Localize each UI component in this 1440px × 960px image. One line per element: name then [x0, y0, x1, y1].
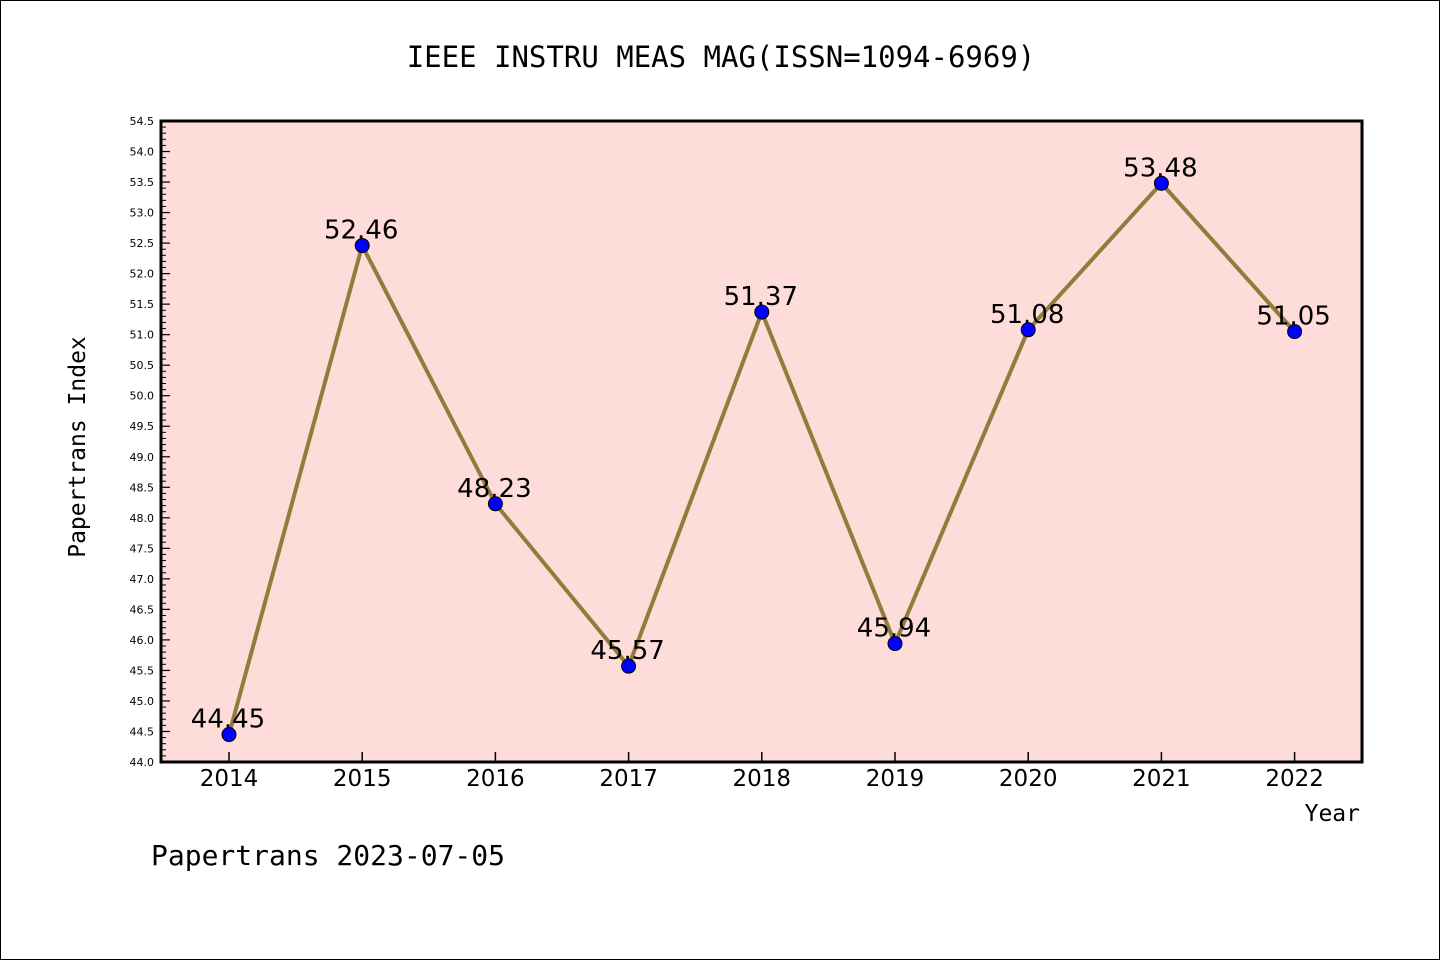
data-point-2014 — [221, 727, 237, 743]
y-tick-label: 51.0 — [130, 329, 155, 342]
y-tick-label: 44.0 — [130, 756, 155, 769]
data-point-2022 — [1287, 324, 1303, 340]
data-point-2016 — [487, 496, 503, 512]
y-tick-label: 44.5 — [130, 725, 155, 738]
y-tick-label: 45.5 — [130, 664, 155, 677]
x-tick-label: 2022 — [1265, 766, 1324, 792]
footer-text: Papertrans 2023-07-05 — [151, 839, 505, 872]
y-tick-label: 48.0 — [130, 512, 155, 525]
data-label-2020: 51.08 — [990, 300, 1064, 330]
data-label-2014: 44.45 — [191, 705, 265, 735]
y-tick-label: 50.5 — [130, 359, 155, 372]
data-label-2015: 52.46 — [324, 216, 398, 246]
y-tick-label: 52.0 — [130, 268, 155, 281]
y-axis: 44.0 44.5 45.0 45.5 46.0 46.5 47.0 47.5 48.0 48.5… — [130, 115, 170, 769]
y-tick-label: 45.0 — [130, 695, 155, 708]
data-point-2019 — [887, 636, 903, 652]
y-tick-label: 49.0 — [130, 451, 155, 464]
data-point-2021 — [1153, 175, 1169, 191]
y-tick-label: 53.0 — [130, 207, 155, 220]
data-point-2017 — [621, 658, 637, 674]
y-tick-label: 48.5 — [130, 481, 155, 494]
data-label-2019: 45.94 — [857, 614, 931, 644]
data-point-2018 — [754, 304, 770, 320]
x-tick-label: 2015 — [333, 766, 392, 792]
y-tick-label: 47.0 — [130, 573, 155, 586]
y-tick-label: 50.0 — [130, 390, 155, 403]
data-label-2017: 45.57 — [590, 636, 664, 666]
y-tick-label: 49.5 — [130, 420, 155, 433]
plot-area — [161, 121, 1362, 762]
y-tick-label: 47.5 — [130, 542, 155, 555]
x-tick-label: 2020 — [999, 766, 1058, 792]
data-label-2016: 48.23 — [457, 474, 531, 504]
y-tick-label: 46.0 — [130, 634, 155, 647]
y-tick-label: 54.5 — [130, 115, 155, 128]
chart-title: IEEE INSTRU MEAS MAG(ISSN=1094-6969) — [407, 40, 1036, 74]
x-tick-label: 2019 — [866, 766, 925, 792]
x-tick-label: 2017 — [599, 766, 658, 792]
data-label-2021: 53.48 — [1123, 153, 1197, 183]
series-markers — [221, 175, 1303, 743]
x-tick-label: 2018 — [733, 766, 792, 792]
y-tick-label: 54.0 — [130, 146, 155, 159]
data-label-2018: 51.37 — [724, 282, 798, 312]
y-tick-label: 46.5 — [130, 603, 155, 616]
x-tick-label: 2016 — [466, 766, 525, 792]
data-point-2015 — [354, 238, 370, 254]
data-point-2020 — [1020, 322, 1036, 338]
data-labels: 44.45 52.46 48.23 45.57 51.37 45.94 51.08 53.48… — [191, 153, 1331, 734]
y-tick-label: 51.5 — [130, 298, 155, 311]
y-axis-title: Papertrans Index — [65, 336, 91, 558]
x-axis-title: Year — [1305, 801, 1360, 827]
x-axis: 2014 2015 2016 2017 2018 2019 2020 2021 2022 — [200, 752, 1324, 792]
plot-frame — [159, 119, 1364, 764]
y-tick-label: 52.5 — [130, 237, 155, 250]
x-tick-label: 2014 — [200, 766, 259, 792]
x-tick-label: 2021 — [1132, 766, 1191, 792]
y-tick-label: 53.5 — [130, 176, 155, 189]
data-label-2022: 51.05 — [1256, 302, 1330, 332]
